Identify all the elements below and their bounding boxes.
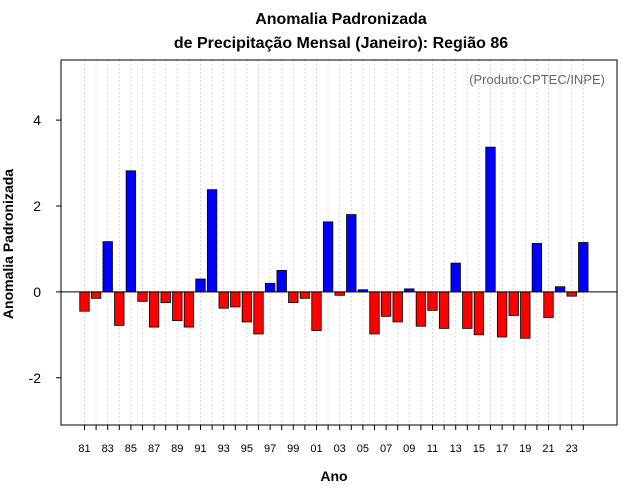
- x-tick-label: 13: [450, 443, 462, 455]
- bar-85: [125, 170, 137, 293]
- bar-01: [311, 291, 322, 331]
- x-tick-label: 83: [102, 443, 114, 455]
- x-tick-label: 05: [357, 443, 369, 455]
- y-tick-label: 4: [33, 112, 41, 128]
- bar-17: [496, 291, 508, 338]
- bar-98: [276, 270, 287, 293]
- bar-23: [566, 291, 577, 297]
- x-tick-label: 01: [310, 443, 322, 455]
- bar-02: [322, 221, 334, 293]
- bar-10: [415, 291, 427, 327]
- plot-frame: [60, 59, 618, 426]
- x-tick-label: 85: [125, 443, 137, 455]
- x-tick-label: 03: [334, 443, 346, 455]
- bar-88: [160, 291, 171, 304]
- bar-90: [183, 291, 195, 328]
- bars: [79, 146, 589, 339]
- bar-86: [137, 291, 148, 302]
- bar-18: [508, 291, 519, 316]
- grid-lines: [84, 60, 584, 425]
- bar-07: [380, 291, 392, 317]
- x-tick-label: 89: [171, 443, 183, 455]
- bar-92: [206, 189, 218, 293]
- bar-91: [195, 278, 206, 293]
- bar-96: [253, 291, 264, 335]
- y-tick-label: 2: [33, 198, 41, 214]
- x-axis: 81 83 85 87 89 91 93 95 97 99 01 03 05 07 09 11 13 15 17 19…: [78, 425, 584, 455]
- bar-81: [79, 291, 90, 312]
- y-tick-label: -2: [29, 370, 42, 386]
- bar-82: [90, 291, 102, 299]
- bar-03: [334, 291, 345, 296]
- y-axis-label: Anomalia Padronizada: [0, 169, 16, 319]
- bar-95: [241, 291, 253, 323]
- bar-12: [438, 291, 450, 329]
- bar-13: [450, 262, 461, 293]
- x-tick-label: 09: [403, 443, 415, 455]
- bar-83: [102, 241, 113, 293]
- x-tick-label: 87: [148, 443, 160, 455]
- bar-22: [554, 286, 566, 293]
- x-tick-label: 93: [218, 443, 230, 455]
- y-tick-label: 0: [33, 284, 41, 300]
- x-tick-label: 95: [241, 443, 253, 455]
- y-axis: -2 0 2 4: [29, 112, 61, 386]
- x-tick-label: 21: [542, 443, 554, 455]
- bar-14: [462, 291, 473, 329]
- x-tick-label: 81: [78, 443, 90, 455]
- bar-87: [148, 291, 160, 328]
- bar-19: [520, 291, 531, 339]
- bar-16: [485, 146, 496, 293]
- x-tick-label: 15: [473, 443, 485, 455]
- x-tick-label: 11: [427, 443, 438, 455]
- x-tick-label: 17: [496, 443, 508, 455]
- source-annotation: (Produto:CPTEC/INPE): [469, 72, 605, 87]
- x-tick-label: 23: [566, 443, 578, 455]
- x-tick-label: 97: [264, 443, 276, 455]
- bar-15: [473, 291, 485, 336]
- chart-title-line2: de Precipitação Mensal (Janeiro): Região…: [174, 35, 508, 52]
- bar-06: [369, 291, 380, 335]
- bar-99: [288, 291, 299, 304]
- x-tick-label: 99: [287, 443, 299, 455]
- chart-title-line1: Anomalia Padronizada: [255, 11, 427, 28]
- bar-93: [218, 291, 229, 309]
- bar-20: [531, 242, 543, 293]
- bar-08: [392, 291, 403, 323]
- bar-84: [114, 291, 125, 326]
- bar-24: [578, 242, 589, 293]
- bar-89: [172, 291, 183, 322]
- x-tick-label: 91: [194, 443, 206, 455]
- bar-04: [346, 214, 357, 293]
- x-tick-label: 19: [519, 443, 531, 455]
- x-axis-label: Ano: [320, 468, 347, 484]
- bar-97: [264, 282, 276, 293]
- x-tick-label: 07: [380, 443, 392, 455]
- bar-21: [543, 291, 554, 319]
- bar-94: [230, 291, 241, 308]
- bar-11: [427, 291, 438, 311]
- bar-00: [299, 291, 311, 299]
